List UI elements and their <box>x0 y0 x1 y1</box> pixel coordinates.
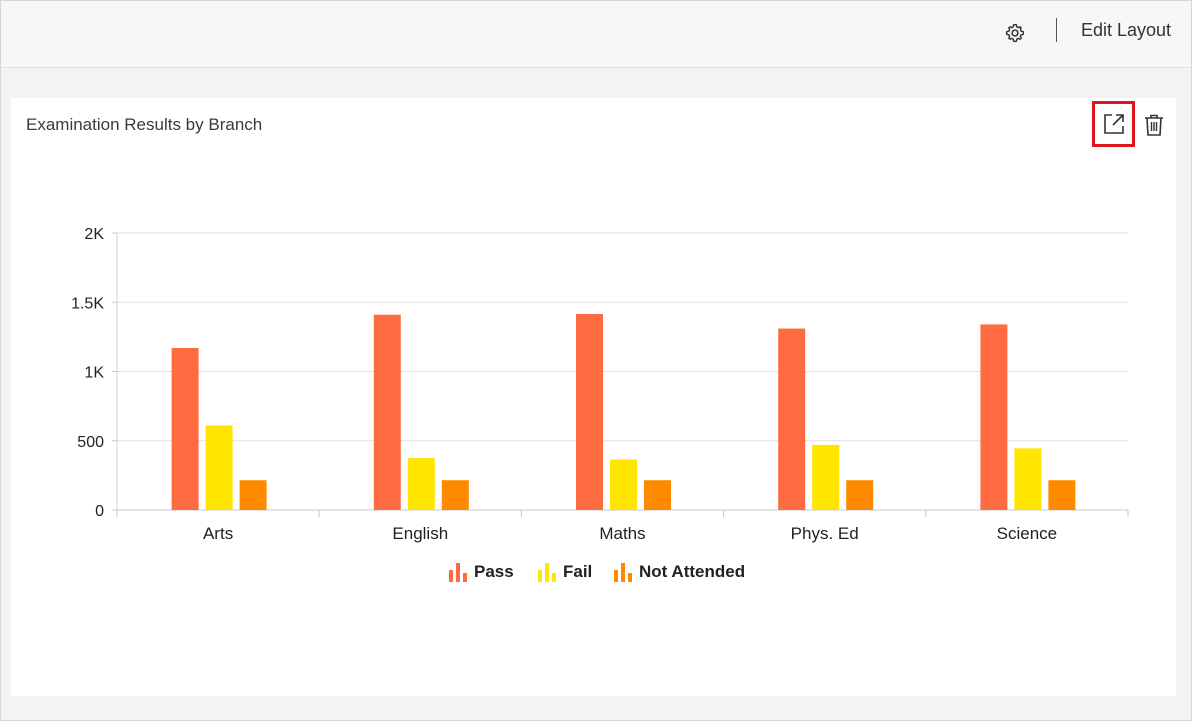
bar-fail[interactable] <box>1014 448 1042 510</box>
delete-button[interactable] <box>1142 113 1166 137</box>
bar-fail[interactable] <box>407 458 435 510</box>
bar-pass[interactable] <box>576 314 603 510</box>
y-tick-label: 0 <box>95 503 104 520</box>
edit-layout-button[interactable]: Edit Layout <box>1081 20 1172 40</box>
y-tick-label: 1K <box>84 365 104 382</box>
bar-fail[interactable] <box>205 425 233 510</box>
x-tick-label: Maths <box>599 524 645 543</box>
bar-not-attended[interactable] <box>441 480 469 510</box>
bar-not-attended[interactable] <box>239 480 267 510</box>
y-tick-label: 1.5K <box>71 295 104 312</box>
y-tick-label: 500 <box>77 434 104 451</box>
legend-item-pass[interactable]: Pass <box>449 562 514 582</box>
widget-title: Examination Results by Branch <box>26 115 263 134</box>
x-tick-label: Arts <box>203 524 233 543</box>
bar-not-attended[interactable] <box>1048 480 1076 510</box>
bar-not-attended[interactable] <box>846 480 874 510</box>
bar-not-attended[interactable] <box>644 480 671 510</box>
bar-chart-icon <box>538 563 556 582</box>
bar-pass[interactable] <box>980 324 1008 510</box>
x-tick-label: Phys. Ed <box>791 524 859 543</box>
chart-legend: Pass Fail Not Attended <box>0 562 1192 592</box>
y-tick-label: 2K <box>84 226 104 243</box>
legend-label: Not Attended <box>639 562 746 581</box>
bar-pass[interactable] <box>171 347 199 510</box>
bar-fail[interactable] <box>812 444 840 510</box>
legend-label: Fail <box>563 562 593 581</box>
toolbar-divider <box>1056 18 1057 42</box>
x-tick-label: Science <box>997 524 1057 543</box>
legend-item-not-attended[interactable]: Not Attended <box>614 562 745 582</box>
legend-item-fail[interactable]: Fail <box>538 562 592 582</box>
legend-label: Pass <box>474 562 514 581</box>
trash-icon <box>1145 114 1163 136</box>
popout-button[interactable] <box>1092 101 1135 147</box>
bar-pass[interactable] <box>373 314 401 510</box>
settings-button[interactable] <box>1001 20 1029 46</box>
bar-chart: 0 500 1K 1.5K 2K Arts English Maths Phys. Ed Scie… <box>71 226 1129 543</box>
bar-chart-icon <box>449 563 467 582</box>
x-tick-label: English <box>392 524 448 543</box>
gear-icon <box>1005 23 1025 43</box>
external-link-icon <box>1103 114 1124 134</box>
bar-fail[interactable] <box>610 459 637 510</box>
bar-chart-icon <box>614 563 632 582</box>
bar-pass[interactable] <box>778 328 806 510</box>
top-toolbar: Edit Layout <box>1 1 1191 68</box>
